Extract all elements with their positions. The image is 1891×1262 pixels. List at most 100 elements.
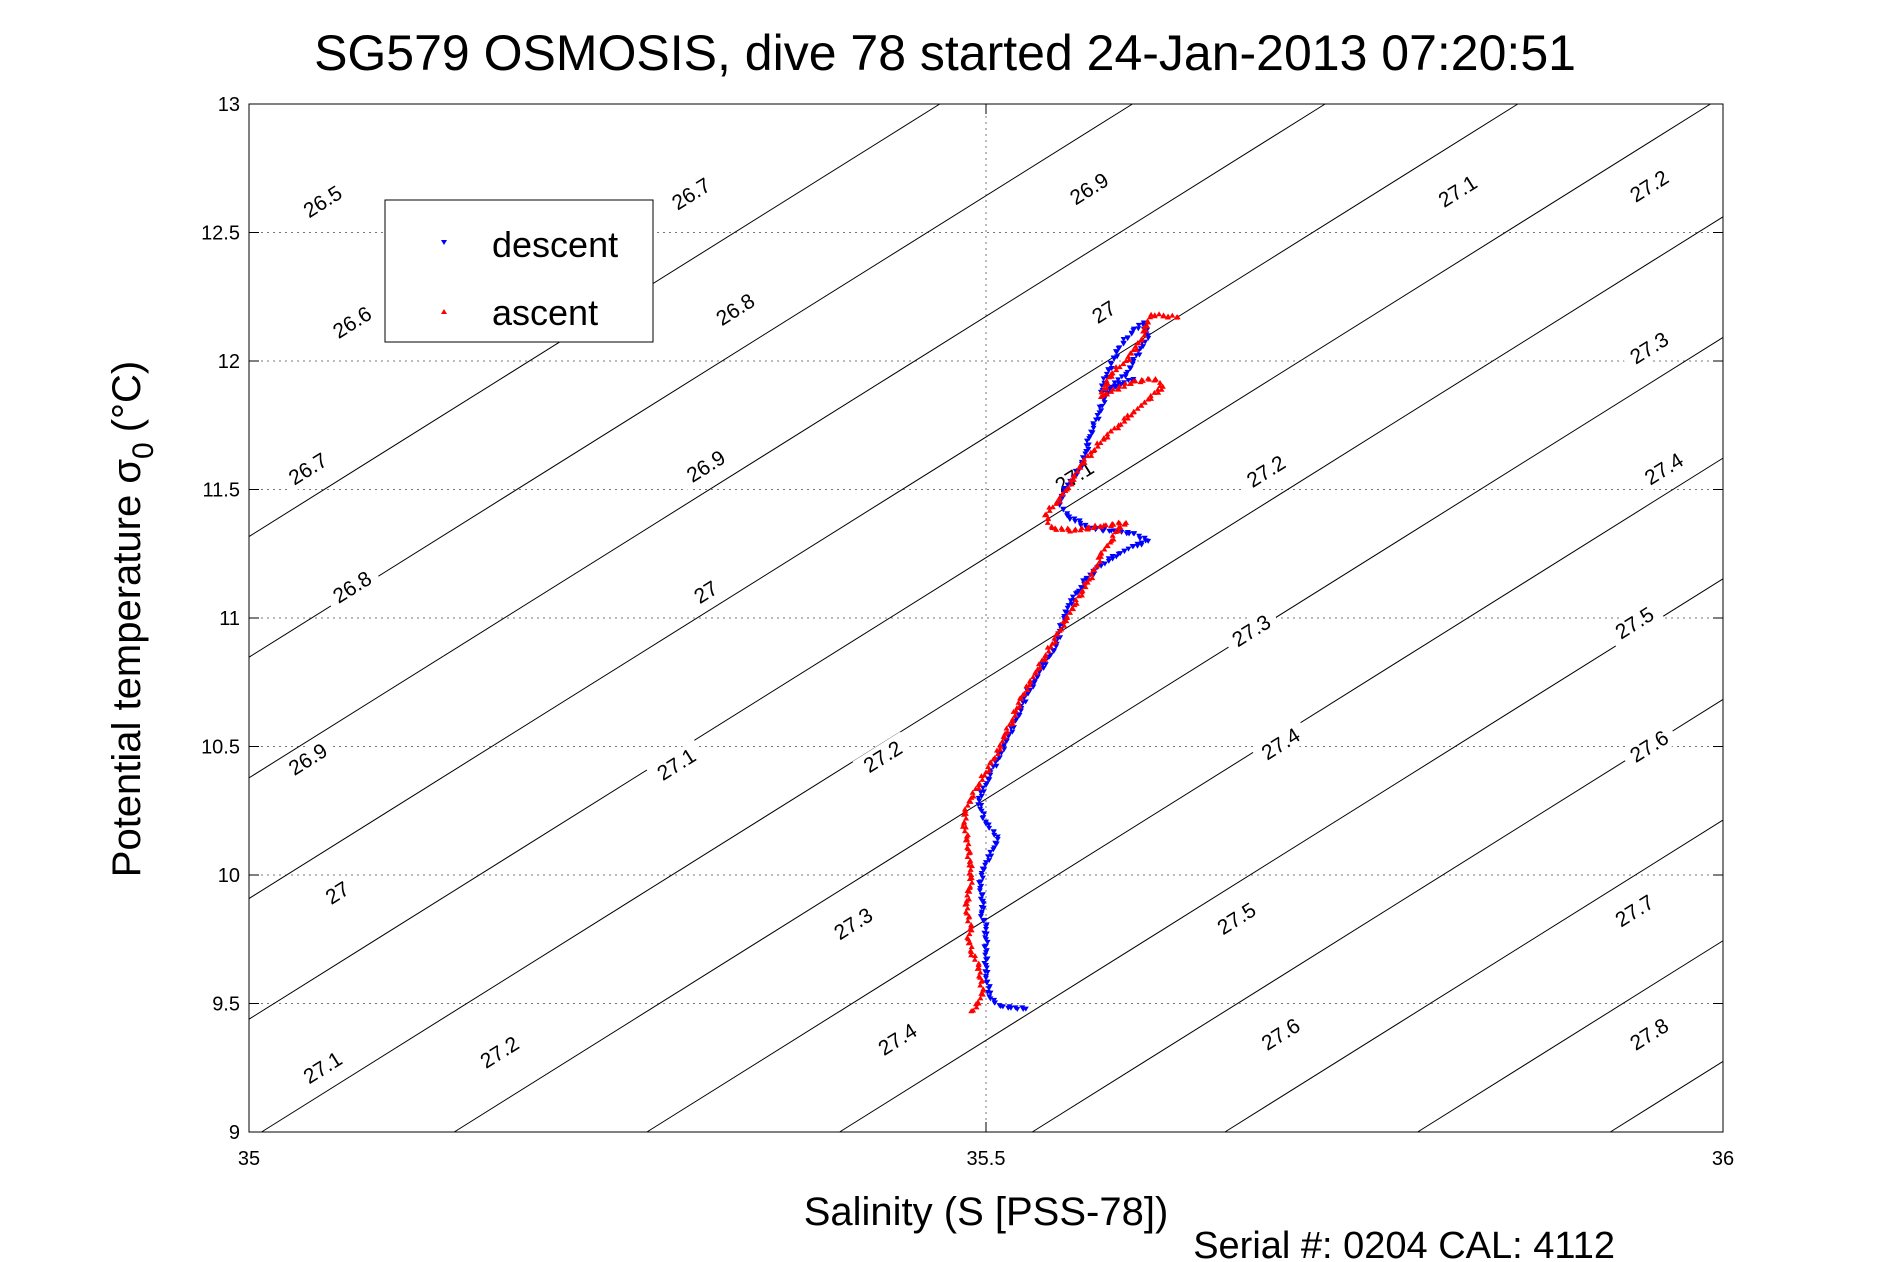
- y-tick-label: 9.5: [212, 994, 240, 1016]
- ascent-point: [969, 789, 976, 795]
- descent-point: [986, 825, 993, 831]
- ascent-point: [1042, 656, 1049, 662]
- ascent-point: [1079, 587, 1086, 593]
- ascent-point: [977, 982, 984, 988]
- ascent-point: [983, 769, 989, 775]
- ascent-point: [1013, 708, 1020, 714]
- contour-label-background: [1083, 293, 1124, 331]
- ascent-point: [965, 841, 972, 847]
- ascent-point: [1067, 609, 1074, 615]
- ascent-point: [987, 759, 994, 765]
- descent-point: [982, 819, 989, 825]
- contour-label-background: [322, 562, 383, 613]
- ascent-point: [991, 754, 998, 760]
- descent-point: [1065, 603, 1072, 609]
- ascent-point: [1051, 635, 1058, 641]
- descent-point: [998, 750, 1005, 756]
- ascent-point: [985, 764, 992, 770]
- ascent-point: [1094, 562, 1101, 568]
- ascent-point: [1116, 364, 1123, 370]
- legend: descent ascent: [384, 199, 654, 343]
- descent-point: [983, 926, 989, 932]
- descent-point: [981, 930, 988, 936]
- ascent-point: [1160, 312, 1167, 318]
- descent-point: [986, 994, 993, 1000]
- descent-point: [991, 1000, 998, 1006]
- isopycnal-line: [248, 103, 1711, 1020]
- ascent-point: [976, 780, 983, 786]
- descent-point: [978, 793, 985, 799]
- contour-label-background: [1250, 718, 1311, 769]
- descent-point: [1117, 551, 1124, 557]
- descent-point: [1005, 1005, 1012, 1011]
- descent-point: [984, 989, 991, 995]
- descent-point: [1078, 585, 1085, 591]
- ascent-point: [1045, 515, 1052, 521]
- descent-point: [1130, 544, 1137, 550]
- descent-point: [1125, 546, 1132, 552]
- ascent-point: [994, 751, 1001, 757]
- contour-label-background: [1604, 885, 1665, 937]
- descent-point: [1099, 403, 1106, 409]
- x-tick-label: 35: [238, 1148, 260, 1170]
- descent-point: [982, 969, 989, 975]
- descent-point: [1115, 377, 1122, 383]
- ascent-point: [1114, 386, 1121, 392]
- descent-point: [984, 979, 991, 985]
- descent-point: [978, 909, 985, 915]
- descent-point: [1064, 511, 1071, 517]
- contour-label-background: [646, 739, 707, 790]
- y-tick-label: 10: [218, 865, 240, 887]
- descent-point: [1113, 350, 1120, 356]
- descent-point: [978, 871, 985, 877]
- descent-point: [1085, 446, 1092, 452]
- ascent-point: [1035, 661, 1042, 667]
- contour-label-background: [1250, 1009, 1311, 1060]
- ascent-point: [966, 862, 973, 868]
- descent-point: [1083, 575, 1090, 581]
- descent-point: [992, 840, 999, 846]
- ascent-point: [966, 939, 973, 945]
- ascent-point: [967, 947, 974, 953]
- descent-point: [1136, 352, 1143, 358]
- ascent-point: [979, 776, 986, 782]
- isopycnal-line: [1417, 940, 1724, 1133]
- descent-point: [990, 829, 997, 835]
- ascent-point: [973, 1004, 980, 1010]
- ascent-point: [1044, 519, 1051, 525]
- descent-point: [984, 956, 991, 962]
- descent-point: [1015, 712, 1022, 718]
- y-axis-label-main: Potential temperature σ: [105, 459, 149, 878]
- ascent-point: [970, 793, 977, 799]
- ascent-point: [1042, 652, 1049, 658]
- contour-label-background: [1619, 161, 1680, 212]
- descent-point: [1075, 588, 1082, 594]
- ascent-point: [1088, 571, 1095, 577]
- ascent-point: [1121, 418, 1128, 424]
- ascent-point: [1115, 528, 1122, 534]
- descent-point: [1128, 331, 1135, 337]
- ascent-point: [1156, 379, 1163, 385]
- descent-point: [1136, 533, 1143, 539]
- ascent-point: [1072, 597, 1079, 603]
- descent-point: [993, 763, 1000, 769]
- ascent-point: [975, 965, 982, 971]
- ascent-point: [1147, 392, 1154, 398]
- ascent-point: [968, 952, 975, 958]
- ascent-point: [978, 990, 985, 996]
- descent-point: [1120, 336, 1127, 342]
- legend-ascent-marker: [441, 309, 447, 314]
- descent-point: [1030, 684, 1037, 690]
- ascent-point: [1115, 519, 1122, 525]
- isopycnal-line: [248, 103, 1326, 779]
- descent-point: [1032, 678, 1039, 684]
- ascent-point: [964, 832, 971, 838]
- ascent-point: [1052, 639, 1059, 645]
- ascent-point: [1097, 553, 1104, 559]
- descent-point: [979, 866, 986, 872]
- ascent-point: [1117, 421, 1124, 427]
- legend-descent-marker: [441, 240, 447, 245]
- ascent-point: [1081, 456, 1088, 462]
- descent-point: [1120, 341, 1127, 347]
